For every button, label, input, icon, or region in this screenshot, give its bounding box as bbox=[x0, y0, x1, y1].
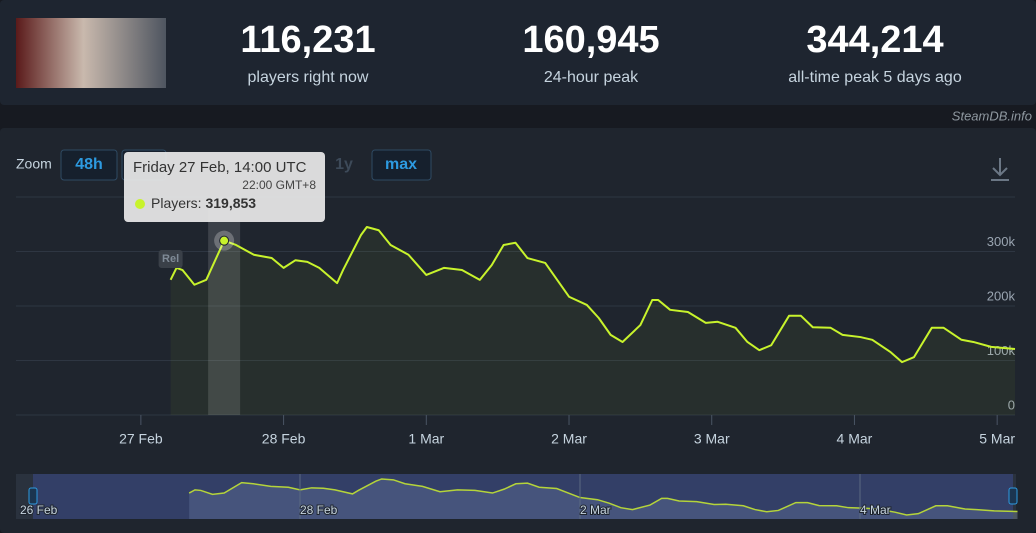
area bbox=[170, 226, 1015, 415]
zoom-button-label: 1y bbox=[335, 156, 353, 173]
x-tick-label: 2 Mar bbox=[551, 431, 587, 447]
tooltip-dot bbox=[135, 199, 145, 209]
zoom-button[interactable] bbox=[371, 149, 432, 181]
game-capsule[interactable] bbox=[16, 18, 166, 88]
navigator[interactable]: 26 Feb 28 Feb 2 Mar 4 Mar bbox=[16, 474, 1018, 519]
x-tick-label: 3 Mar bbox=[694, 431, 730, 447]
tooltip-local-time: 22:00 GMT+8 bbox=[242, 178, 316, 192]
tooltip-box bbox=[124, 152, 325, 222]
hover-point bbox=[219, 235, 230, 246]
navigator-area bbox=[189, 478, 1018, 519]
zoom-button-label[interactable]: 48h bbox=[75, 156, 103, 173]
tooltip-date: Friday 27 Feb, 14:00 UTC bbox=[133, 159, 307, 176]
annotation: Rel bbox=[162, 253, 179, 265]
stat-label: all-time peak 5 days ago bbox=[788, 69, 962, 86]
tooltip-value: 319,853 bbox=[205, 195, 256, 211]
navigator-label: 4 Mar bbox=[860, 503, 891, 517]
tooltip-label: Players: bbox=[151, 195, 202, 211]
navigator-label: 26 Feb bbox=[20, 503, 58, 517]
navigator-handle[interactable] bbox=[1008, 487, 1018, 505]
download-icon[interactable] bbox=[991, 158, 1009, 181]
stat-label: 24-hour peak bbox=[544, 69, 639, 86]
y-tick-label: 0 bbox=[1008, 397, 1015, 412]
navigator-label: 2 Mar bbox=[580, 503, 611, 517]
line bbox=[169, 225, 1016, 364]
hover-band bbox=[208, 197, 241, 415]
chart-panel bbox=[0, 128, 1036, 533]
tooltip-line: Players: 319,853 bbox=[151, 195, 256, 211]
x-tick-label: 27 Feb bbox=[119, 431, 163, 447]
annotation-badge bbox=[158, 250, 183, 268]
source-link[interactable]: SteamDB.info bbox=[952, 108, 1032, 123]
x-tick-label: 1 Mar bbox=[408, 431, 444, 447]
y-tick-label: 300k bbox=[987, 234, 1016, 249]
stat-value: 116,231 bbox=[240, 19, 375, 61]
x-tick-label: 4 Mar bbox=[837, 431, 873, 447]
x-tick-label: 5 Mar bbox=[979, 431, 1015, 447]
tooltip: Friday 27 Feb, 14:00 UTC 22:00 GMT+8 Pla… bbox=[124, 152, 325, 222]
x-tick-label: 28 Feb bbox=[262, 431, 306, 447]
stats-panel bbox=[0, 0, 1036, 105]
stat-label: players right now bbox=[248, 69, 369, 86]
navigator-handle[interactable] bbox=[28, 487, 38, 505]
navigator-label: 28 Feb bbox=[300, 503, 338, 517]
zoom-button-label[interactable]: max bbox=[385, 156, 417, 173]
y-tick-label: 200k bbox=[987, 288, 1016, 303]
zoom-label: Zoom bbox=[16, 156, 52, 172]
stat-value: 344,214 bbox=[806, 19, 943, 61]
stat-value: 160,945 bbox=[522, 19, 659, 61]
zoom-button[interactable] bbox=[60, 149, 118, 181]
navigator-selection bbox=[33, 474, 1013, 519]
navigator-line bbox=[188, 478, 1018, 516]
